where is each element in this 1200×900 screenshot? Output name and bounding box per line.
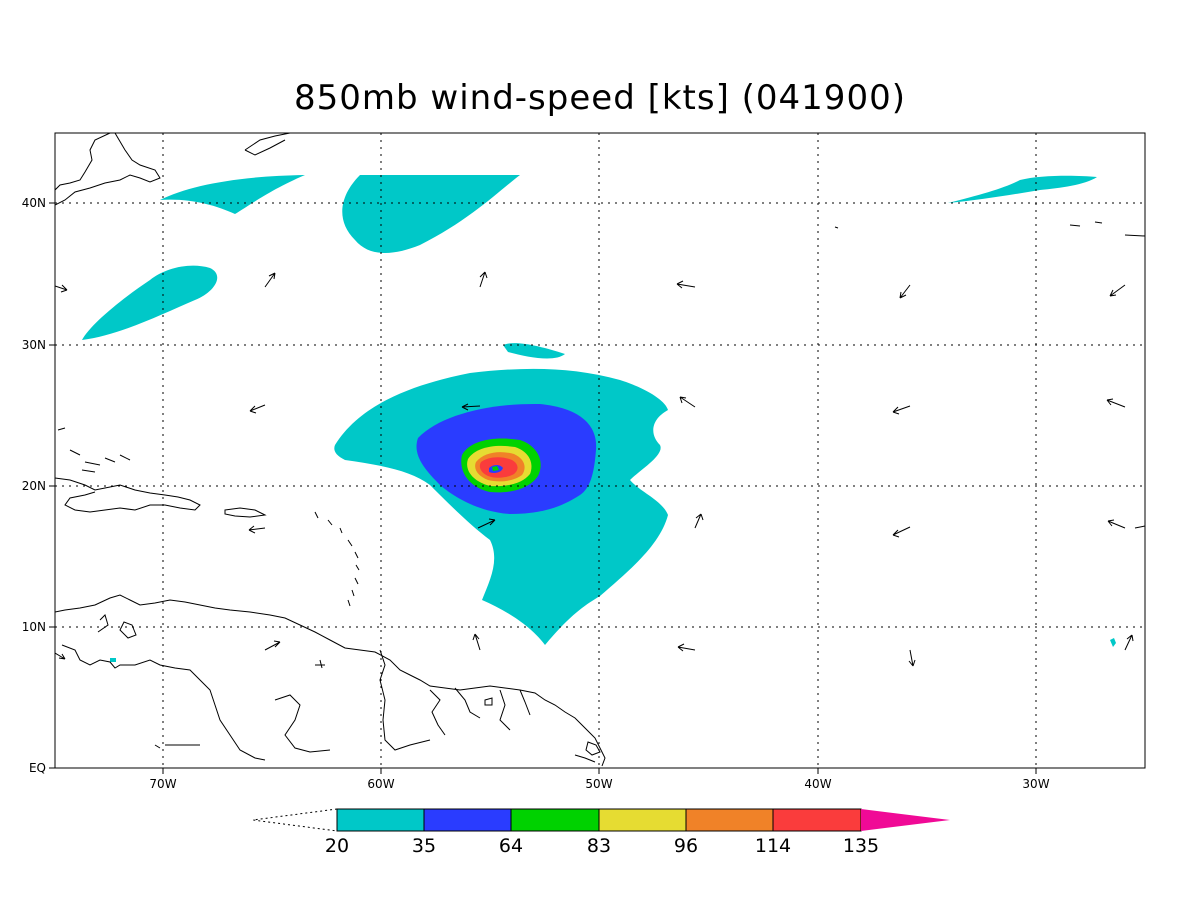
colorbar-swatch-3	[598, 808, 687, 832]
axis-ticks	[49, 202, 1037, 774]
colorbar-label: 96	[674, 835, 698, 857]
colorbar-label: 135	[843, 835, 879, 857]
wind-vector	[477, 518, 496, 529]
wind-vector	[677, 643, 696, 652]
wind-vectors	[55, 271, 1134, 667]
lon-label: 30W	[1022, 777, 1049, 791]
colorbar-label: 35	[412, 835, 436, 857]
wind-vector	[461, 403, 481, 411]
wind-vector	[676, 280, 696, 289]
wind-vector	[264, 640, 281, 651]
colorbar-swatch-5	[772, 808, 862, 832]
wind-vector	[472, 633, 481, 651]
wind-vector	[899, 284, 911, 299]
wind-vector	[55, 652, 66, 660]
lon-label: 70W	[149, 777, 176, 791]
wind-vector	[908, 649, 916, 667]
wind-fields	[55, 133, 1145, 768]
colorbar-swatch-0	[336, 808, 425, 832]
cyan-region-speck-1	[1110, 638, 1116, 647]
lat-label: EQ	[29, 761, 46, 775]
cyan-region-small	[503, 343, 565, 359]
coast-south-america	[55, 594, 606, 767]
lat-label: 30N	[22, 338, 46, 352]
colorbar: 20 35 64 83 96 114 135	[252, 808, 950, 857]
colorbar-swatch-1	[423, 808, 512, 832]
coast-lesser-antilles	[314, 511, 360, 607]
coast-bahamas	[57, 427, 131, 473]
wind-vector	[1107, 519, 1126, 529]
colorbar-label: 83	[587, 835, 611, 857]
colorbar-swatch-2	[510, 808, 600, 832]
coast-amazon	[574, 741, 601, 763]
graticule	[55, 133, 1145, 768]
wind-vector	[1109, 284, 1126, 297]
lat-label: 40N	[22, 196, 46, 210]
cyan-region-ne-2	[342, 175, 520, 254]
lon-label: 60W	[367, 777, 394, 791]
coast-northeast-us	[55, 133, 161, 206]
wind-vector	[55, 284, 68, 293]
coast-nova-scotia	[244, 133, 291, 156]
wind-vector	[479, 271, 488, 288]
coast-puerto-rico	[224, 507, 267, 518]
cyan-region-far-ne	[948, 175, 1097, 203]
wind-vector	[1124, 634, 1134, 651]
colorbar-label: 64	[499, 835, 523, 857]
wind-vector	[249, 404, 266, 414]
colorbar-high-triangle	[861, 809, 950, 831]
eye-green	[492, 466, 499, 471]
cyan-region-speck-2	[110, 658, 116, 662]
colorbar-swatch-4	[685, 808, 774, 832]
lat-label: 10N	[22, 620, 46, 634]
wind-vector	[694, 513, 704, 529]
lon-label: 40W	[804, 777, 831, 791]
cyan-region-nw	[82, 265, 218, 340]
lon-label: 50W	[585, 777, 612, 791]
wind-vector	[1106, 398, 1126, 408]
coast-small-isles	[154, 221, 1145, 749]
coast-greater-antilles	[55, 477, 201, 513]
coastlines	[55, 133, 1145, 767]
wind-vector	[679, 396, 696, 408]
cyan-region-ne-1	[160, 175, 305, 214]
colorbar-label: 20	[325, 835, 349, 857]
coast-guiana-borders	[274, 649, 531, 753]
lat-label: 20N	[22, 479, 46, 493]
wind-vector	[264, 272, 276, 288]
colorbar-label: 114	[755, 835, 791, 857]
plot-frame	[54, 132, 1146, 769]
wind-vector	[892, 405, 911, 415]
wind-vector	[892, 526, 911, 538]
colorbar-low-triangle	[252, 808, 338, 832]
map-title: 850mb wind-speed [kts] (041900)	[294, 78, 906, 118]
wind-vector	[248, 525, 266, 534]
